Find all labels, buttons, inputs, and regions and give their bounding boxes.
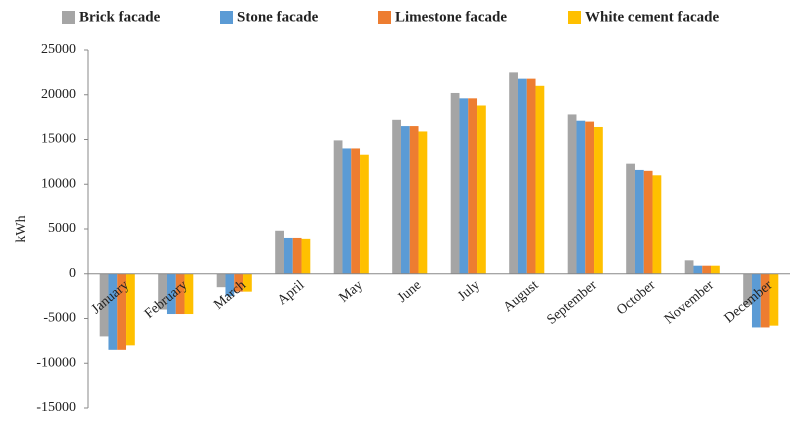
bar bbox=[509, 72, 518, 274]
bar bbox=[400, 126, 410, 274]
x-tick-label: October bbox=[614, 278, 658, 319]
bar bbox=[292, 237, 302, 274]
x-tick-label: July bbox=[455, 278, 483, 304]
y-axis-label: kWh bbox=[14, 215, 29, 242]
bar bbox=[450, 92, 460, 274]
bar bbox=[468, 98, 478, 274]
bar bbox=[360, 154, 369, 274]
legend-swatch bbox=[62, 11, 75, 24]
bar bbox=[594, 126, 603, 274]
x-tick-label: November bbox=[662, 278, 717, 328]
bar bbox=[652, 175, 662, 274]
legend-label: Brick facade bbox=[79, 9, 161, 25]
bar bbox=[702, 265, 712, 274]
legend-label: White cement facade bbox=[585, 9, 719, 25]
bar bbox=[477, 105, 486, 274]
legend-label: Stone facade bbox=[237, 9, 319, 25]
bar bbox=[751, 273, 761, 328]
bar bbox=[342, 148, 352, 274]
bar bbox=[567, 114, 577, 274]
bar bbox=[693, 265, 703, 274]
bar bbox=[535, 85, 545, 274]
bar bbox=[743, 273, 752, 306]
bar bbox=[243, 273, 252, 292]
bar bbox=[459, 98, 469, 274]
bar bbox=[585, 121, 595, 274]
bar bbox=[99, 273, 109, 337]
bar bbox=[283, 237, 293, 274]
legend-swatch bbox=[220, 11, 233, 24]
bar bbox=[175, 273, 185, 315]
bar bbox=[126, 273, 135, 346]
bar bbox=[526, 78, 536, 274]
bar bbox=[117, 273, 127, 350]
bar bbox=[769, 273, 779, 326]
bar bbox=[392, 119, 401, 274]
x-tick-label: May bbox=[337, 278, 366, 306]
bar bbox=[711, 265, 720, 274]
bar bbox=[166, 273, 176, 315]
legend-label: Limestone facade bbox=[395, 9, 507, 25]
bar bbox=[108, 273, 118, 350]
bar bbox=[158, 273, 167, 310]
bar bbox=[760, 273, 770, 328]
bar bbox=[418, 131, 428, 274]
x-tick-label: April bbox=[275, 278, 307, 309]
y-tick-label: 25000 bbox=[41, 42, 76, 57]
bar bbox=[225, 273, 235, 297]
y-tick-label: -15000 bbox=[36, 400, 76, 415]
y-tick-label: 15000 bbox=[41, 132, 76, 147]
y-tick-label: 5000 bbox=[48, 221, 76, 236]
y-tick-label: -10000 bbox=[36, 355, 76, 370]
bar bbox=[634, 169, 644, 274]
bar bbox=[351, 148, 361, 274]
bar bbox=[643, 170, 653, 274]
y-tick-label: 20000 bbox=[41, 87, 76, 102]
bar bbox=[684, 260, 694, 274]
bar bbox=[409, 126, 419, 274]
bar bbox=[626, 163, 635, 274]
bar bbox=[275, 230, 284, 274]
y-tick-label: 10000 bbox=[41, 176, 76, 191]
bar bbox=[216, 273, 226, 288]
legend-swatch bbox=[568, 11, 581, 24]
x-tick-label: September bbox=[544, 278, 600, 328]
legend-swatch bbox=[378, 11, 391, 24]
x-tick-label: June bbox=[395, 278, 424, 306]
bar bbox=[517, 78, 527, 274]
bar bbox=[301, 238, 311, 274]
bar bbox=[234, 273, 244, 292]
x-tick-label: August bbox=[501, 278, 542, 316]
bar bbox=[576, 120, 586, 274]
bar bbox=[184, 273, 194, 315]
bar bbox=[333, 140, 343, 274]
y-tick-label: -5000 bbox=[43, 311, 76, 326]
y-tick-label: 0 bbox=[69, 266, 76, 281]
